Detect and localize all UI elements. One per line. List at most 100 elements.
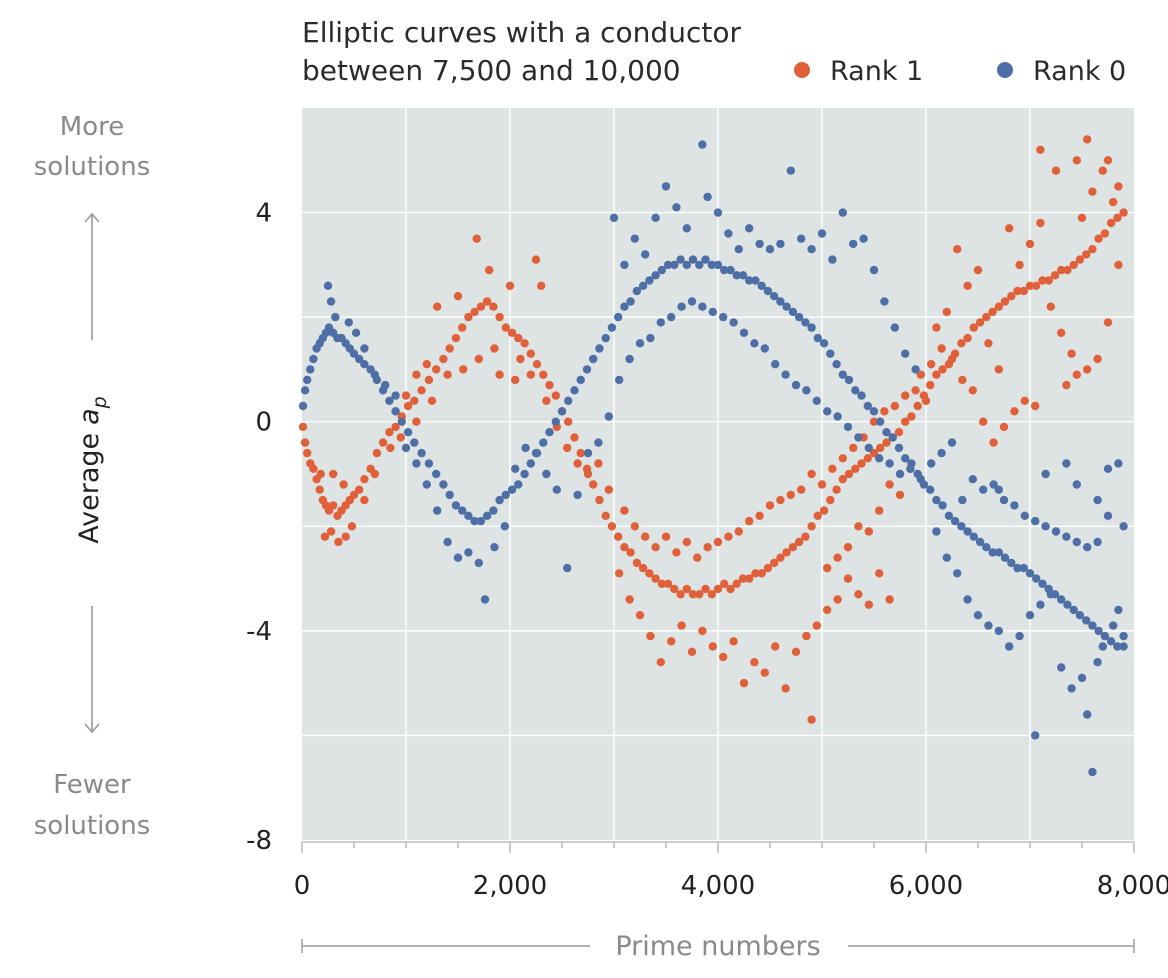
rank-0-point (651, 271, 660, 280)
grid-lines (302, 108, 1134, 840)
rank-0-point (397, 417, 406, 426)
rank-1-point (969, 323, 978, 332)
rank-1-point (339, 480, 348, 489)
rank-1-point (458, 323, 467, 332)
rank-1-point (979, 417, 988, 426)
rank-0-point (1063, 600, 1072, 609)
rank-1-point (687, 647, 697, 656)
rank-1-point (645, 569, 654, 578)
rank-0-point (994, 485, 1003, 494)
rank-0-point (1100, 631, 1110, 641)
rank-1-point (707, 590, 716, 599)
rank-1-point (1109, 197, 1118, 207)
rank-0-point (661, 182, 671, 191)
rank-0-point (1007, 558, 1016, 568)
rank-0-point (474, 558, 483, 568)
rank-1-point (1072, 370, 1082, 379)
rank-1-point (1044, 276, 1053, 285)
rank-1-point (688, 590, 698, 599)
rank-0-point (298, 401, 308, 411)
rank-1-point (432, 365, 441, 374)
rank-1-point (412, 370, 421, 379)
rank-0-point (791, 380, 801, 390)
x-axis-title-bracket (301, 939, 1135, 953)
rank-1-point (677, 621, 686, 630)
rank-0-point (1057, 595, 1066, 604)
rank-1-point (1036, 218, 1045, 228)
rank-1-point (526, 349, 535, 358)
rank-1-point (770, 558, 779, 568)
rank-1-point (1100, 229, 1110, 238)
rank-0-point (776, 239, 785, 249)
rank-0-point (901, 349, 910, 358)
rank-0-point (975, 537, 985, 547)
rank-0-point (300, 386, 310, 395)
rank-0-point (844, 375, 854, 385)
rank-1-point (620, 506, 629, 515)
rank-0-point (729, 318, 738, 327)
rank-1-point (1013, 286, 1022, 296)
rank-0-point (876, 417, 885, 426)
rank-1-point (563, 443, 572, 453)
rank-0-point (788, 307, 798, 317)
rank-0-point (687, 297, 697, 306)
rank-1-point (1093, 354, 1102, 364)
rank-1-point (1007, 292, 1016, 301)
rank-1-point (849, 443, 858, 453)
rank-0-point (645, 276, 654, 285)
rank-0-point (601, 333, 610, 343)
rank-1-point (957, 339, 966, 348)
rank-1-point (537, 281, 546, 290)
rank-0-point (771, 360, 780, 369)
rank-0-point (1005, 642, 1014, 651)
rank-0-point (563, 563, 572, 573)
rank-0-point (489, 506, 498, 515)
rank-0-point (947, 438, 957, 447)
rank-1-point (757, 569, 766, 578)
rank-0-point (944, 511, 954, 520)
rank-0-point (1031, 731, 1040, 740)
rank-1-point (341, 532, 350, 541)
rank-1-point (656, 658, 665, 667)
rank-1-point (776, 495, 785, 505)
rank-0-point (950, 516, 960, 526)
legend-marker-rank-1 (794, 62, 810, 78)
rank-0-point (854, 433, 863, 442)
rank-1-point (947, 354, 957, 364)
rank-1-point (765, 501, 775, 510)
rank-1-point (1010, 407, 1019, 416)
rank-1-point (1114, 182, 1123, 191)
annotation-more-line-1: More (60, 112, 124, 142)
rank-0-point (576, 375, 585, 385)
rank-1-point (476, 302, 486, 311)
rank-0-point (1103, 511, 1113, 520)
rank-0-point (331, 312, 340, 322)
rank-0-point (890, 323, 899, 332)
rank-0-point (370, 370, 379, 379)
rank-0-point (344, 318, 353, 327)
rank-0-point (609, 213, 619, 222)
rank-0-point (817, 229, 827, 238)
rank-1-point (1072, 156, 1082, 165)
rank-1-point (495, 312, 504, 322)
rank-1-points (298, 135, 1128, 724)
rank-1-point (701, 584, 710, 594)
rank-1-point (401, 391, 411, 400)
rank-1-point (875, 506, 884, 515)
rank-1-point (921, 396, 931, 405)
rank-0-point (1075, 611, 1085, 620)
rank-0-point (500, 522, 509, 531)
rank-0-point (863, 401, 872, 411)
rank-0-point (760, 344, 769, 353)
rank-0-point (323, 281, 333, 290)
rank-0-point (732, 271, 741, 280)
rank-1-point (1019, 286, 1028, 296)
rank-1-point (771, 642, 780, 651)
rank-1-point (975, 318, 985, 327)
rank-1-point (670, 584, 679, 594)
chart-title-line-1: Elliptic curves with a conductor (302, 16, 741, 49)
rank-0-point (1093, 495, 1102, 505)
rank-0-point (989, 480, 998, 489)
rank-0-point (932, 495, 941, 505)
rank-1-point (1025, 281, 1035, 290)
